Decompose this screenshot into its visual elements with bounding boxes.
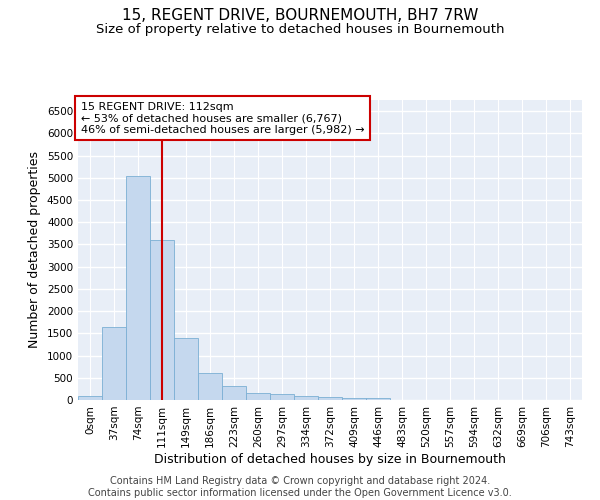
Bar [318, 398, 342, 400]
Bar [222, 386, 246, 400]
Bar [342, 398, 366, 400]
Bar [198, 374, 222, 400]
Text: Contains HM Land Registry data © Crown copyright and database right 2024.
Contai: Contains HM Land Registry data © Crown c… [88, 476, 512, 498]
Bar [150, 240, 174, 400]
Bar [270, 394, 294, 400]
Y-axis label: Number of detached properties: Number of detached properties [28, 152, 41, 348]
Text: Size of property relative to detached houses in Bournemouth: Size of property relative to detached ho… [96, 22, 504, 36]
Bar [102, 326, 126, 400]
Bar [126, 176, 150, 400]
Bar [246, 393, 270, 400]
Text: 15 REGENT DRIVE: 112sqm
← 53% of detached houses are smaller (6,767)
46% of semi: 15 REGENT DRIVE: 112sqm ← 53% of detache… [80, 102, 364, 134]
Bar [78, 396, 102, 400]
Text: 15, REGENT DRIVE, BOURNEMOUTH, BH7 7RW: 15, REGENT DRIVE, BOURNEMOUTH, BH7 7RW [122, 8, 478, 22]
Bar [294, 396, 318, 400]
Bar [366, 398, 390, 400]
Bar [174, 338, 198, 400]
Text: Distribution of detached houses by size in Bournemouth: Distribution of detached houses by size … [154, 452, 506, 466]
